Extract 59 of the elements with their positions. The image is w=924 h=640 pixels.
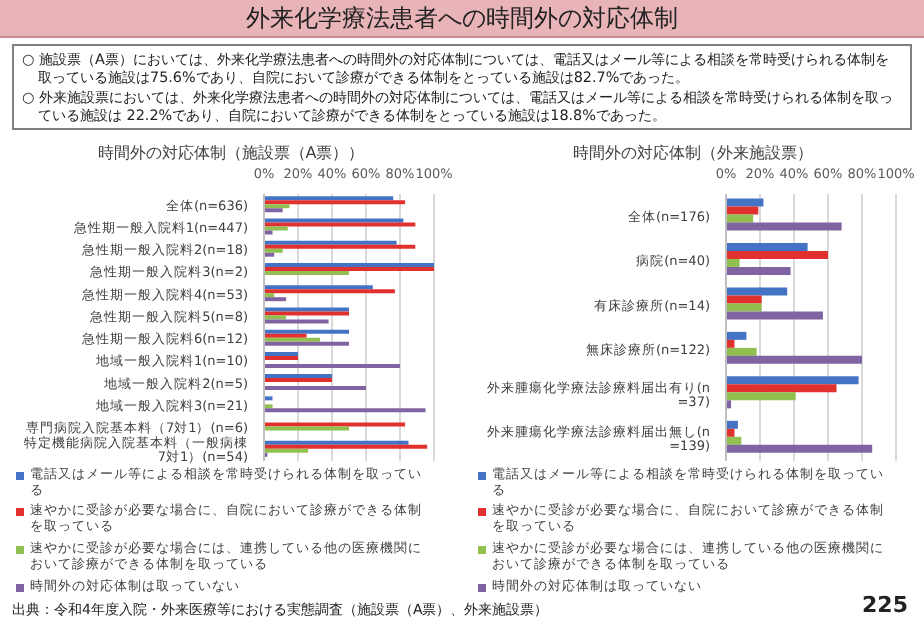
- bar: [264, 271, 349, 276]
- bar: [726, 251, 828, 260]
- bar: [264, 249, 283, 254]
- bar: [726, 421, 738, 430]
- bar: [726, 243, 808, 252]
- bar: [264, 441, 409, 446]
- bar: [264, 405, 273, 410]
- bar: [264, 245, 416, 250]
- bar: [264, 201, 406, 206]
- bar: [264, 427, 349, 432]
- bar: [264, 231, 273, 236]
- bar: [264, 386, 366, 391]
- bar: [726, 377, 859, 386]
- bar: [726, 393, 796, 402]
- chart-title: 時間外の対応体制（外来施設票）: [571, 142, 815, 167]
- bar: [264, 197, 394, 202]
- bar: [726, 304, 762, 313]
- bar: [264, 205, 290, 210]
- bar: [726, 437, 742, 446]
- bar: [264, 342, 349, 347]
- text: 外来化学療法患者への時間外の対応体制: [0, 0, 924, 38]
- bar: [726, 312, 823, 321]
- bar: [264, 286, 373, 291]
- bar: [264, 290, 395, 295]
- bar: [726, 296, 762, 305]
- bar: [264, 316, 287, 321]
- text: 225: [862, 592, 908, 618]
- bar: [264, 334, 307, 339]
- bar: [264, 330, 349, 335]
- bar: [264, 423, 406, 428]
- bar: [264, 219, 404, 224]
- bar: [264, 241, 397, 246]
- bar: [264, 338, 321, 343]
- chart-title: 時間外の対応体制（施設票（A票））: [95, 142, 367, 167]
- bar: [264, 209, 283, 214]
- bar: [726, 348, 757, 357]
- bar: [264, 409, 426, 414]
- bar: [264, 227, 288, 232]
- bar: [726, 215, 754, 224]
- bar: [726, 445, 873, 454]
- bar: [264, 364, 400, 369]
- bar: [264, 449, 309, 454]
- bar: [726, 207, 759, 216]
- bar: [264, 445, 428, 450]
- bar: [264, 320, 329, 325]
- bar: [264, 397, 273, 402]
- bar: [726, 385, 837, 394]
- bar: [264, 374, 332, 379]
- bar: [726, 429, 735, 438]
- bar: [726, 288, 788, 297]
- bar: [726, 356, 862, 365]
- bar: [726, 332, 747, 341]
- bar: [264, 223, 416, 228]
- bar: [726, 259, 740, 268]
- bar: [726, 267, 791, 276]
- bar: [726, 223, 842, 232]
- bar: [264, 298, 287, 303]
- bar: [726, 340, 735, 349]
- bar: [726, 199, 764, 208]
